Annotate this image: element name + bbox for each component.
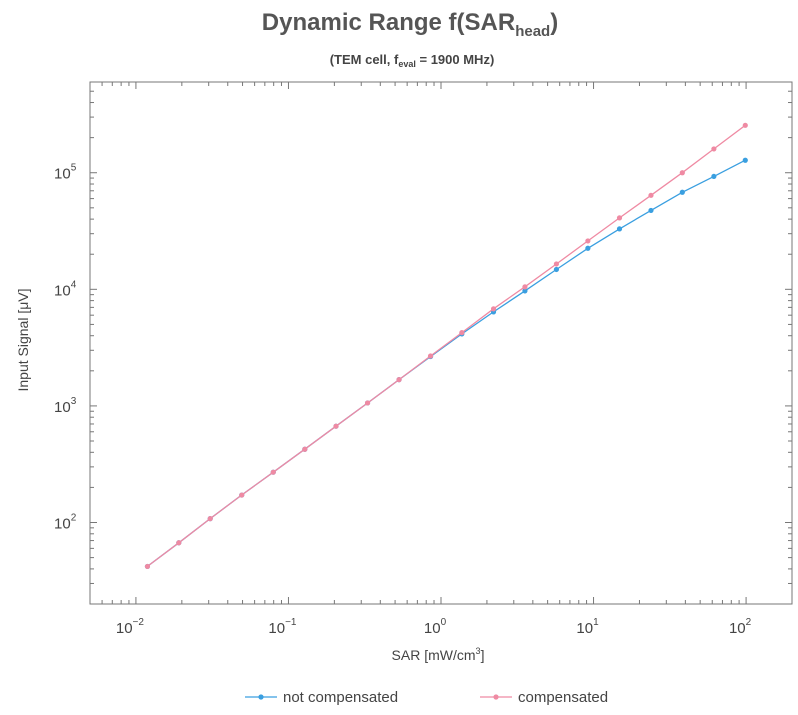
data-point [616,215,623,221]
data-point [679,170,685,176]
data-point [333,423,339,429]
series-compensated [144,122,748,570]
legend-label: not compensated [283,689,398,706]
data-point [679,189,685,195]
data-point [711,146,717,152]
legend: not compensated compensated [245,689,608,706]
y-tick-label: 103 [54,396,77,416]
data-point [490,306,497,312]
y-tick-label: 105 [54,163,77,183]
x-tick-label: 10−1 [268,617,297,637]
data-point [522,288,528,294]
data-point [585,238,591,244]
legend-item: compensated [480,689,608,706]
series-not-compensated [144,157,748,570]
chart-subtitle: (TEM cell, feval = 1900 MHz) [330,52,495,69]
data-point [742,157,748,163]
series-line [147,124,746,567]
data-point [427,353,434,359]
data-point [711,173,717,180]
data-point [616,226,623,232]
legend-label: compensated [518,689,608,706]
plot-frame [89,81,793,605]
data-point [459,330,465,336]
data-point [648,207,654,214]
data-point [522,284,528,290]
y-tick-label: 104 [54,279,77,299]
x-axis-ticks: 10−2 10−1 100 101 102 [89,82,793,637]
data-point [302,446,308,452]
series-layer [144,122,748,570]
chart-title: Dynamic Range f(SARhead) [262,9,558,40]
data-point [396,377,402,383]
x-tick-label: 101 [576,617,599,637]
data-point [585,245,591,251]
data-point [553,261,560,267]
x-axis-label: SAR [mW/cm3] [392,646,485,663]
x-tick-label: 100 [424,617,447,637]
x-tick-label: 102 [729,617,752,637]
series-line [147,159,746,567]
data-point [364,400,371,406]
data-point [239,492,245,498]
legend-swatch-marker [258,694,264,700]
y-axis-ticks: 102 103 104 105 [54,81,792,605]
data-point [270,469,276,475]
x-tick-label: 10−2 [116,617,145,637]
data-point [144,563,151,570]
y-axis-label: Input Signal [μV] [15,288,31,391]
data-point [648,192,654,198]
legend-swatch-marker [493,694,499,700]
data-point [553,266,560,273]
data-point [176,540,182,546]
legend-item: not compensated [245,689,398,706]
data-point [207,516,213,522]
y-tick-label: 102 [54,513,77,533]
data-point [742,122,748,128]
